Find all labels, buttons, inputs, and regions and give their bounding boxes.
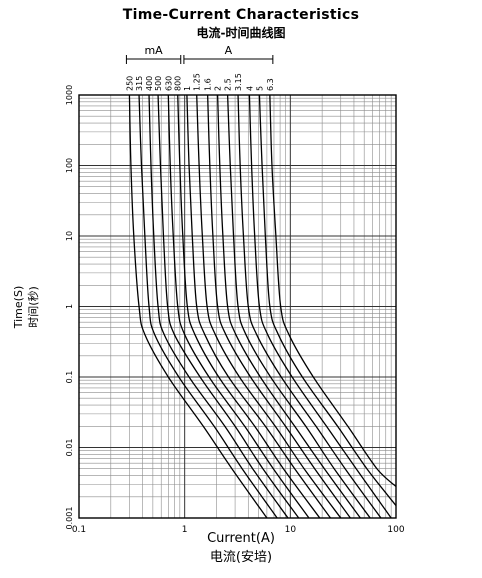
x-axis-label: Current(A) [207, 531, 275, 546]
series-label: 315 [135, 76, 144, 91]
series-label: 5 [255, 86, 264, 91]
x-tick-label: 10 [285, 525, 297, 535]
y-tick-label: 1000 [65, 85, 74, 105]
series-line [216, 95, 361, 518]
series-line [237, 95, 382, 518]
x-tick-label: 100 [387, 525, 404, 535]
series-label: 6.3 [266, 78, 275, 91]
y-tick-label: 0.01 [65, 439, 74, 457]
series-line [177, 95, 321, 518]
group-bracket-ma-label: mA [144, 44, 163, 57]
series-line [258, 95, 396, 506]
series-label: 250 [125, 76, 134, 91]
y-tick-label: 0.1 [65, 371, 74, 384]
series-label: 1.6 [204, 78, 213, 91]
chart-subtitle: 电流-时间曲线图 [196, 26, 286, 40]
series-line [207, 95, 351, 518]
series-line [138, 95, 278, 518]
series-label: 1.25 [193, 73, 202, 91]
series-line [128, 95, 268, 518]
x-axis-label-cn: 电流(安培) [209, 550, 273, 565]
y-axis-label: Time(S) [12, 286, 25, 330]
chart-title: Time-Current Characteristics [122, 7, 360, 23]
series-label: 1 [183, 86, 192, 91]
y-axis-label-cn: 时间(秒) [26, 286, 40, 328]
series-line [269, 95, 396, 487]
series-line [186, 95, 332, 518]
group-bracket-a-label: A [225, 44, 233, 57]
series-label: 2 [214, 86, 223, 91]
y-tick-label: 100 [65, 158, 74, 173]
series-line [167, 95, 310, 518]
series-label: 2.5 [224, 78, 233, 91]
x-tick-label: 1 [182, 525, 188, 535]
x-tick-label: 0.1 [72, 525, 86, 535]
series-line [248, 95, 392, 518]
plot-frame [78, 94, 397, 519]
series-line [226, 95, 371, 518]
series-line [196, 95, 342, 518]
series-line [148, 95, 289, 518]
y-tick-label: 0.001 [65, 507, 74, 530]
series-label: 3.15 [234, 73, 243, 91]
y-tick-label: 1 [65, 304, 74, 309]
series-line [157, 95, 300, 518]
series-label: 630 [164, 76, 173, 91]
y-tick-label: 10 [65, 231, 74, 241]
series-label: 400 [145, 76, 154, 91]
series-label: 4 [245, 86, 254, 91]
series-label: 500 [154, 76, 163, 91]
series-label: 800 [174, 76, 183, 91]
